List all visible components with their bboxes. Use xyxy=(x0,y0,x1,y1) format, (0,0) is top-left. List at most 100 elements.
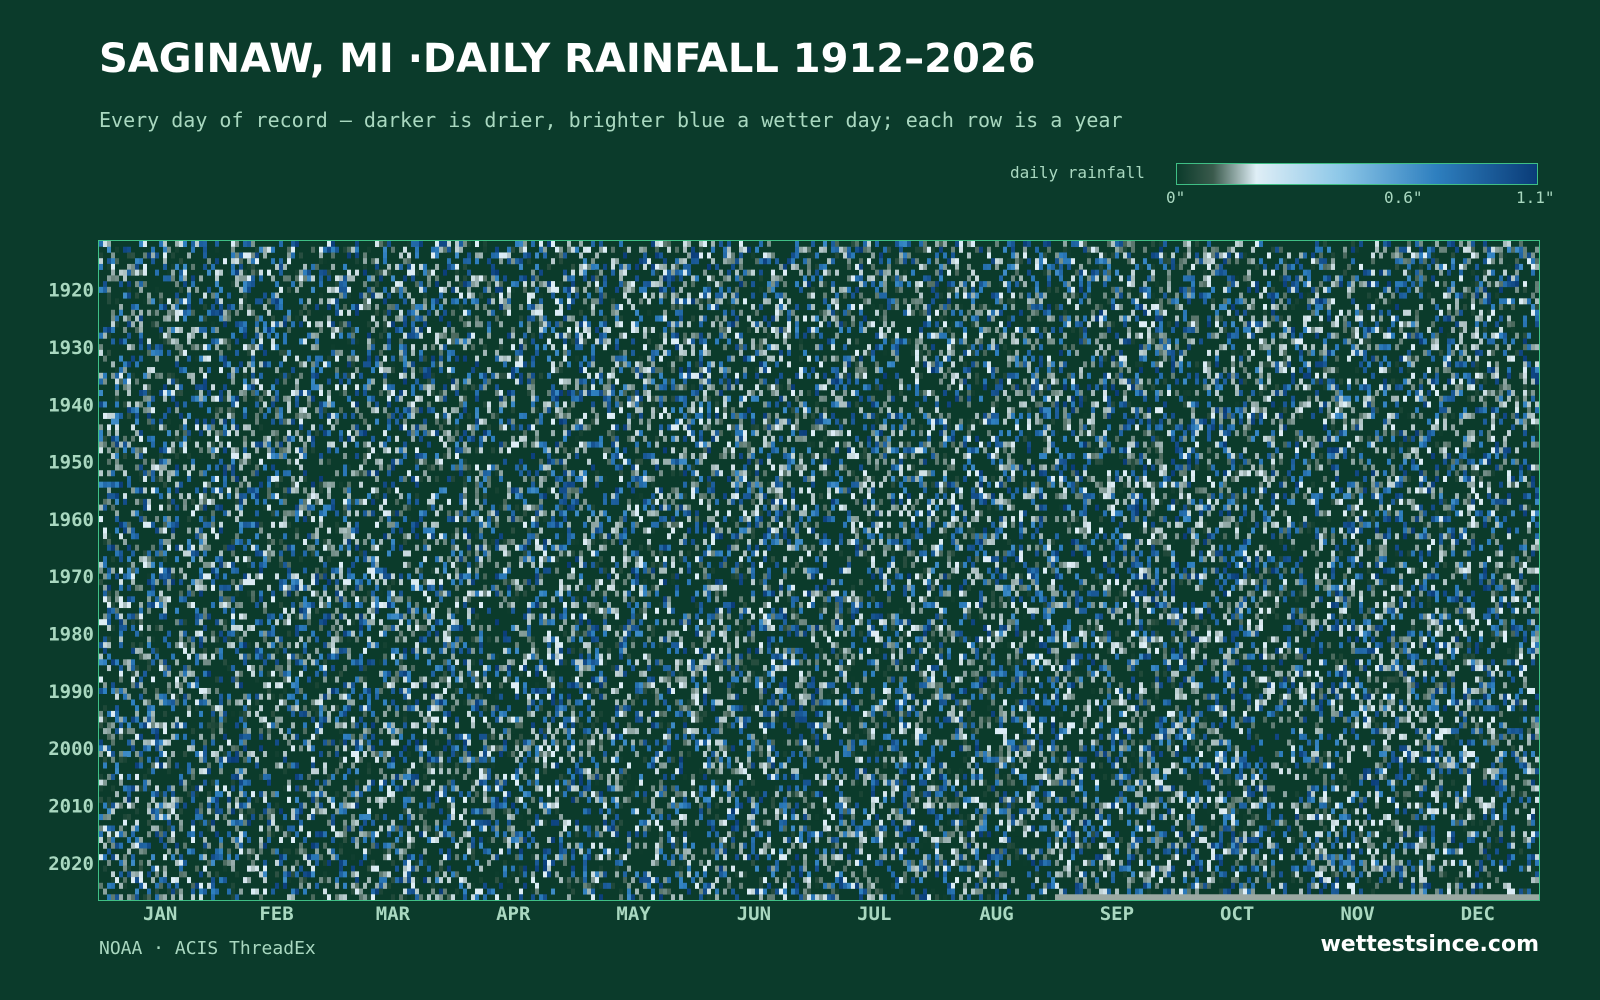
heatmap-cell xyxy=(691,407,695,414)
heatmap-cell xyxy=(447,252,451,259)
heatmap-cell xyxy=(1291,252,1295,259)
heatmap-cell xyxy=(991,401,995,408)
heatmap-cell xyxy=(683,258,687,265)
heatmap-cell xyxy=(919,292,923,299)
heatmap-cell xyxy=(663,269,667,276)
heatmap-cell xyxy=(391,275,395,282)
heatmap-cell xyxy=(1459,412,1463,419)
heatmap-cell xyxy=(195,344,199,351)
heatmap-cell xyxy=(1303,321,1307,328)
heatmap-cell xyxy=(511,286,515,293)
heatmap-cell xyxy=(307,401,311,408)
heatmap-cell xyxy=(123,326,127,333)
heatmap-cell xyxy=(1059,269,1063,276)
heatmap-cell xyxy=(1491,309,1495,316)
heatmap-cell xyxy=(171,304,175,311)
heatmap-cell xyxy=(611,258,615,265)
heatmap-cell xyxy=(1211,246,1215,253)
heatmap-cell xyxy=(743,281,747,288)
heatmap-cell xyxy=(307,269,311,276)
heatmap-cell xyxy=(579,395,583,402)
heatmap-cell xyxy=(451,338,455,345)
heatmap-cell xyxy=(1263,321,1267,328)
heatmap-cell xyxy=(315,338,319,345)
heatmap-cell xyxy=(831,298,835,305)
heatmap-cell xyxy=(1515,407,1519,414)
heatmap-cell xyxy=(251,309,255,316)
heatmap-cell xyxy=(1447,292,1451,299)
heatmap-cell xyxy=(1071,258,1075,265)
heatmap-cell xyxy=(375,281,379,288)
heatmap-cell xyxy=(983,281,987,288)
heatmap-cell xyxy=(1167,338,1171,345)
heatmap-cell xyxy=(1323,304,1327,311)
heatmap-cell xyxy=(499,304,503,311)
heatmap-cell xyxy=(115,367,119,374)
heatmap-cell xyxy=(363,389,367,397)
heatmap-cell xyxy=(879,292,883,299)
heatmap-cell xyxy=(1507,246,1511,253)
heatmap-cell xyxy=(431,252,435,259)
heatmap-cell xyxy=(1007,315,1011,322)
heatmap-cell xyxy=(1395,315,1399,322)
heatmap-cell xyxy=(963,292,967,299)
heatmap-cell xyxy=(1035,401,1039,408)
heatmap-cell xyxy=(215,275,219,282)
heatmap-cell xyxy=(343,263,347,270)
heatmap-cell xyxy=(1203,367,1207,374)
heatmap-cell xyxy=(335,367,339,374)
heatmap-cell xyxy=(955,286,959,293)
heatmap-cell xyxy=(1351,246,1355,253)
heatmap-cell xyxy=(1491,372,1495,379)
heatmap-cell xyxy=(955,258,959,265)
heatmap-cell xyxy=(1087,252,1091,259)
heatmap-cell xyxy=(647,298,651,305)
heatmap-cell xyxy=(251,281,255,288)
heatmap-cell xyxy=(559,378,563,385)
heatmap-cell xyxy=(975,315,979,322)
heatmap-cell xyxy=(967,349,971,356)
heatmap-cell xyxy=(231,332,235,339)
heatmap-cell xyxy=(1367,281,1371,288)
heatmap-cell xyxy=(1207,315,1211,322)
heatmap-cell xyxy=(751,355,755,362)
heatmap-cell xyxy=(1315,241,1319,248)
heatmap-cell xyxy=(923,246,927,253)
heatmap-cell xyxy=(187,286,191,293)
heatmap-cell xyxy=(1119,349,1123,356)
heatmap-cell xyxy=(575,332,579,339)
heatmap-cell xyxy=(787,401,791,408)
heatmap-cell xyxy=(375,269,379,276)
heatmap-cell xyxy=(595,286,599,293)
heatmap-cell xyxy=(535,298,539,305)
heatmap-cell xyxy=(143,281,147,288)
heatmap-cell xyxy=(123,275,127,282)
heatmap-cell xyxy=(307,395,311,402)
heatmap-cell xyxy=(1471,332,1475,339)
heatmap-cell xyxy=(995,378,999,385)
heatmap-cell xyxy=(1331,298,1335,305)
heatmap-cell xyxy=(1039,298,1043,305)
heatmap-cell xyxy=(523,241,527,248)
heatmap-cell xyxy=(1475,263,1479,270)
heatmap-cell xyxy=(1499,275,1503,282)
heatmap-cell xyxy=(1355,275,1359,282)
heatmap-cell xyxy=(155,372,159,379)
heatmap-cell xyxy=(703,338,707,345)
heatmap-cell xyxy=(1143,389,1147,397)
heatmap-cell xyxy=(99,246,103,253)
heatmap-cell xyxy=(835,321,839,328)
heatmap-cell xyxy=(1207,241,1211,248)
heatmap-cell xyxy=(1091,355,1095,362)
heatmap-cell xyxy=(1283,407,1287,414)
heatmap-cell xyxy=(475,418,479,425)
heatmap-cell xyxy=(335,304,339,311)
heatmap-cell xyxy=(363,258,367,265)
heatmap-cell xyxy=(811,418,815,425)
heatmap-cell xyxy=(951,349,955,356)
heatmap-cell xyxy=(727,298,731,305)
heatmap-cell xyxy=(971,349,975,356)
heatmap-cell xyxy=(1255,321,1259,328)
heatmap-cell xyxy=(823,309,827,316)
heatmap-cell xyxy=(843,321,847,328)
